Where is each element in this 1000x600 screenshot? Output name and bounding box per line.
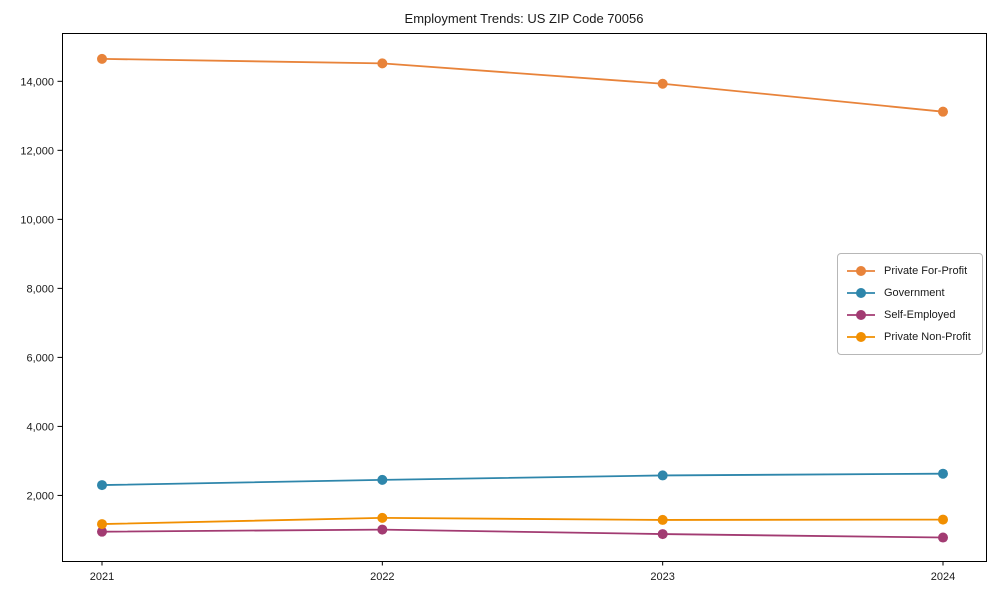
y-axis-tick-label: 8,000	[26, 283, 54, 295]
x-axis-tick-label: 2023	[650, 571, 674, 583]
data-point-private-for-profit-2023	[657, 78, 668, 89]
x-axis-tick-label: 2021	[90, 571, 114, 583]
legend-label: Self-Employed	[884, 309, 956, 321]
x-axis-tick-label: 2024	[931, 571, 955, 583]
data-point-private-for-profit-2024	[938, 106, 948, 117]
data-point-private-non-profit-2024	[938, 514, 948, 525]
legend-line-marker-icon	[847, 266, 875, 276]
data-point-self-employed-2024	[938, 532, 948, 543]
legend-label: Government	[884, 287, 945, 299]
data-point-self-employed-2022	[377, 524, 388, 535]
legend-item-private-non-profit: Private Non-Profit	[846, 326, 974, 348]
legend-item-private-for-profit: Private For-Profit	[846, 260, 974, 282]
y-axis-tick-label: 12,000	[20, 145, 54, 157]
legend-item-government: Government	[846, 282, 974, 304]
y-axis-tick-label: 4,000	[26, 421, 54, 433]
data-point-private-non-profit-2023	[657, 514, 668, 525]
x-axis-tick-label: 2022	[370, 571, 394, 583]
series-line-private-non-profit	[101, 516, 944, 525]
legend: Private For-Profit Government Self-Employe…	[837, 253, 983, 355]
legend-line-marker-icon	[847, 310, 875, 320]
data-point-self-employed-2023	[657, 529, 668, 540]
legend-label: Private Non-Profit	[884, 331, 971, 343]
legend-item-self-employed: Self-Employed	[846, 304, 974, 326]
y-axis-tick-label: 10,000	[20, 214, 54, 226]
legend-line-marker-icon	[847, 288, 875, 298]
data-point-private-for-profit-2022	[377, 58, 388, 69]
legend-label: Private For-Profit	[884, 265, 968, 277]
series-line-self-employed	[101, 528, 944, 539]
y-axis-tick-label: 2,000	[26, 490, 54, 502]
data-point-private-non-profit-2022	[377, 512, 388, 523]
data-point-government-2024	[938, 468, 948, 479]
chart-title: Employment Trends: US ZIP Code 70056	[404, 11, 644, 26]
data-point-self-employed-2021	[97, 526, 107, 537]
legend-line-marker-icon	[847, 332, 875, 342]
y-axis-tick-label: 14,000	[20, 76, 54, 88]
y-axis-tick-label: 6,000	[26, 352, 54, 364]
series-line-private-for-profit	[101, 57, 944, 113]
data-point-government-2023	[657, 470, 668, 481]
data-point-private-non-profit-2021	[97, 519, 107, 530]
axes-frame	[62, 33, 987, 562]
data-point-government-2021	[97, 480, 107, 491]
series-line-government	[101, 472, 944, 486]
data-point-private-for-profit-2021	[97, 53, 107, 64]
data-point-government-2022	[377, 474, 388, 485]
